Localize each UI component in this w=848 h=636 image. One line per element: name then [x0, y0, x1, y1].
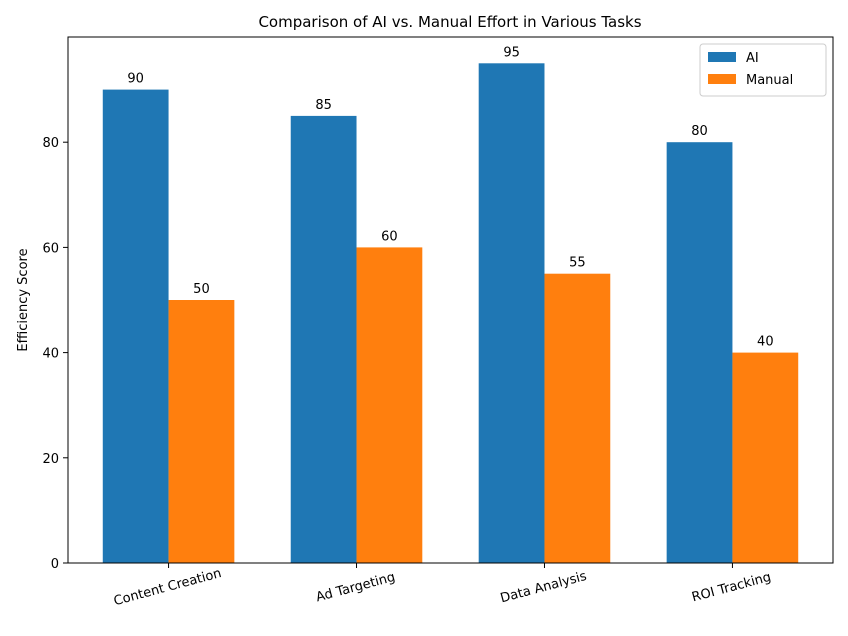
bar-manual-3	[732, 352, 799, 563]
y-tick-label: 60	[42, 241, 59, 256]
plot-frame	[67, 36, 834, 564]
bar-ai-0	[102, 89, 169, 563]
bar-manual-2	[544, 273, 611, 563]
data-label: 95	[503, 45, 520, 60]
data-label: 60	[381, 229, 398, 244]
x-tick-label: ROI Tracking	[690, 570, 772, 606]
y-tick-label: 80	[42, 136, 59, 151]
y-tick-label: 40	[42, 347, 59, 362]
legend-swatch-manual	[708, 74, 736, 84]
data-label: 85	[315, 98, 332, 113]
legend-box	[699, 43, 827, 97]
data-label: 40	[757, 335, 774, 350]
y-tick-label: 20	[42, 452, 59, 467]
legend-label-manual: Manual	[746, 73, 793, 88]
x-tick-label: Content Creation	[112, 566, 223, 609]
data-label: 55	[569, 256, 586, 271]
legend: AI Manual	[699, 43, 827, 97]
y-tick-label: 0	[51, 557, 59, 572]
data-label: 80	[691, 124, 708, 139]
data-label: 50	[193, 282, 210, 297]
y-axis-label: Efficiency Score	[16, 248, 31, 351]
legend-label-ai: AI	[746, 51, 759, 66]
bar-ai-1	[290, 115, 357, 564]
chart-title: Comparison of AI vs. Manual Effort in Va…	[258, 13, 641, 31]
bar-ai-3	[666, 142, 733, 563]
legend-swatch-ai	[708, 52, 736, 62]
bar-ai-2	[478, 63, 545, 564]
x-tick-label: Ad Targeting	[314, 570, 396, 606]
data-label: 90	[127, 72, 144, 87]
x-tick-label: Data Analysis	[499, 569, 589, 607]
bar-manual-0	[168, 300, 235, 563]
bar-manual-1	[356, 247, 423, 563]
